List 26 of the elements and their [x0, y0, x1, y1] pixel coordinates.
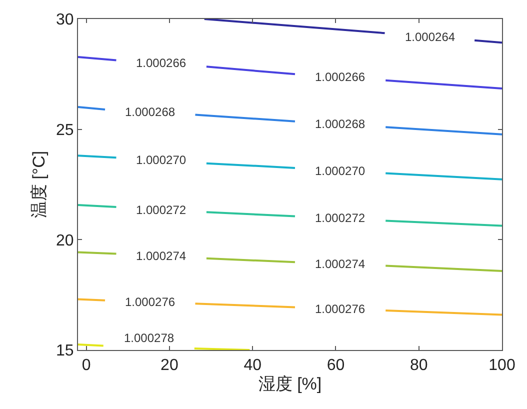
annotation: 1.000276: [315, 302, 366, 316]
x-tick-label: 0: [82, 357, 91, 374]
x-tick-label: 20: [160, 357, 178, 374]
y-tick-label: 20: [56, 232, 74, 250]
annotation: 1.000272: [136, 203, 186, 217]
annotation: 1.000278: [124, 331, 174, 345]
x-axis-title: 湿度 [%]: [258, 374, 322, 394]
x-tick-label: 80: [410, 357, 428, 374]
y-tick-label: 15: [56, 342, 74, 360]
annotation: 1.000268: [315, 117, 366, 131]
y-tick-label: 25: [56, 122, 74, 139]
annotation: 1.000264: [405, 30, 456, 44]
annotation: 1.000266: [315, 70, 366, 84]
y-axis-title: 温度 [°C]: [30, 150, 49, 218]
annotation: 1.000270: [315, 164, 366, 178]
annotation: 1.000276: [125, 295, 176, 309]
annotation: 1.000274: [315, 257, 366, 271]
annotation: 1.000274: [136, 249, 186, 263]
x-tick-label: 40: [244, 357, 262, 374]
x-tick-label: 60: [326, 357, 345, 374]
annotation: 1.000272: [315, 211, 366, 225]
annotation: 1.000266: [136, 56, 186, 70]
y-tick-label: 30: [56, 12, 74, 29]
annotation: 1.000270: [136, 153, 186, 167]
x-tick-label: 100: [488, 357, 516, 374]
annotation: 1.000268: [125, 105, 176, 119]
